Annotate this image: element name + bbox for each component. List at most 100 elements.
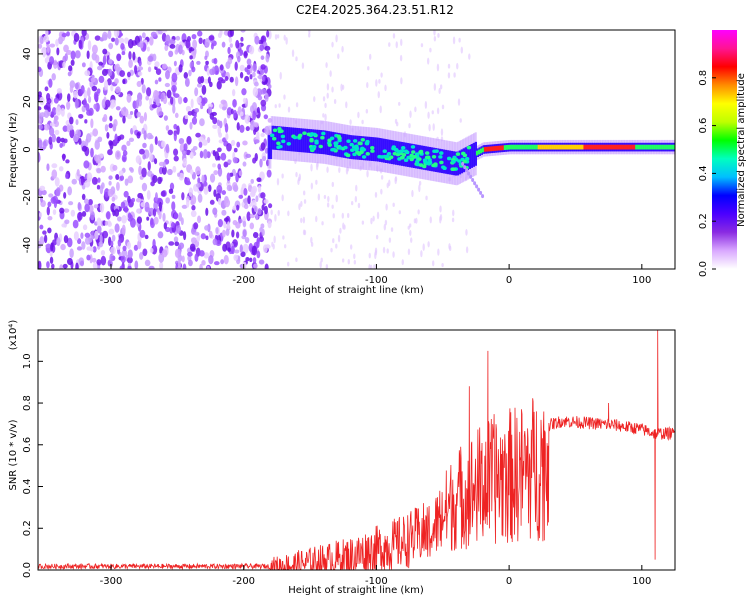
ridge-peak bbox=[466, 145, 472, 150]
noise-dot bbox=[178, 137, 185, 145]
noise-dot bbox=[139, 148, 145, 155]
faint-dot bbox=[380, 174, 384, 180]
noise-dot bbox=[146, 189, 151, 200]
noise-dot bbox=[229, 43, 233, 48]
noise-dot bbox=[69, 128, 75, 139]
ridge-band bbox=[277, 126, 280, 151]
noise-dot bbox=[197, 215, 201, 224]
ridge-core bbox=[499, 145, 503, 151]
ridge-peak bbox=[410, 145, 416, 149]
noise-dot bbox=[49, 256, 54, 264]
tail-dot bbox=[463, 165, 467, 170]
faint-dot bbox=[384, 84, 387, 92]
snr-x-tick-label: -100 bbox=[365, 576, 388, 587]
ridge-peak bbox=[269, 133, 275, 138]
faint-dot bbox=[331, 41, 334, 48]
noise-dot bbox=[46, 92, 51, 101]
faint-dot bbox=[451, 217, 455, 223]
ridge-core bbox=[493, 146, 497, 151]
noise-dot bbox=[138, 60, 142, 67]
ridge-band bbox=[432, 147, 436, 172]
ridge-core bbox=[629, 144, 632, 150]
ridge-band bbox=[347, 134, 350, 159]
faint-dot bbox=[325, 62, 328, 68]
noise-dot bbox=[162, 95, 168, 105]
noise-dot bbox=[113, 64, 119, 71]
faint-dot bbox=[424, 100, 428, 109]
ridge-core bbox=[607, 144, 610, 150]
faint-dot bbox=[417, 209, 420, 215]
noise-dot bbox=[166, 89, 172, 99]
snr-x-label: Height of straight line (km) bbox=[288, 585, 424, 596]
noise-dot bbox=[196, 182, 201, 188]
noise-dot bbox=[181, 204, 188, 209]
faint-dot bbox=[388, 42, 391, 47]
noise-dot bbox=[135, 197, 142, 203]
ridge-band bbox=[456, 151, 460, 176]
noise-dot bbox=[233, 254, 239, 261]
noise-dot bbox=[73, 231, 79, 241]
noise-dot bbox=[91, 176, 98, 185]
ridge-core bbox=[669, 144, 672, 150]
noise-dot bbox=[68, 201, 74, 206]
faint-dot bbox=[433, 83, 437, 91]
ridge-peak bbox=[292, 135, 298, 140]
noise-dot bbox=[246, 58, 252, 66]
ridge-band bbox=[468, 145, 472, 169]
ridge-peak bbox=[379, 155, 385, 159]
noise-dot bbox=[149, 36, 154, 46]
ridge-peak bbox=[276, 141, 281, 146]
faint-dot bbox=[315, 179, 318, 185]
faint-dot bbox=[335, 34, 338, 43]
noise-dot bbox=[119, 175, 125, 181]
ridge-core bbox=[667, 144, 670, 150]
noise-dot bbox=[238, 170, 243, 177]
noise-dot bbox=[206, 136, 211, 144]
noise-dot bbox=[114, 37, 119, 46]
ridge-peak bbox=[409, 157, 414, 162]
noise-dot bbox=[108, 228, 115, 235]
ridge-band bbox=[391, 140, 394, 165]
noise-dot bbox=[233, 109, 237, 119]
faint-dot bbox=[355, 184, 358, 192]
noise-dot bbox=[58, 166, 64, 172]
noise-dot bbox=[51, 163, 58, 169]
faint-dot bbox=[370, 217, 373, 225]
faint-dot bbox=[310, 182, 314, 190]
faint-dot bbox=[420, 250, 423, 258]
noise-dot bbox=[256, 177, 262, 183]
noise-dot bbox=[182, 263, 187, 269]
colorbar-ticks: 0.0 0.2 0.4 0.6 0.8 bbox=[698, 70, 716, 277]
faint-dot bbox=[295, 56, 298, 62]
ridge-core bbox=[577, 144, 580, 150]
faint-dot bbox=[300, 217, 303, 224]
faint-dot bbox=[440, 128, 444, 136]
noise-dot bbox=[229, 76, 234, 83]
noise-dot bbox=[203, 252, 210, 259]
faint-dot bbox=[310, 241, 314, 247]
faint-dot bbox=[287, 261, 290, 267]
faint-dot bbox=[329, 70, 332, 77]
ridge-band bbox=[285, 126, 288, 151]
noise-dot bbox=[96, 184, 101, 190]
noise-dot bbox=[39, 185, 46, 191]
faint-dot bbox=[353, 253, 356, 260]
noise-dot bbox=[61, 223, 67, 228]
noise-dot bbox=[94, 35, 101, 41]
noise-dot bbox=[260, 99, 267, 107]
noise-dot bbox=[100, 165, 106, 173]
noise-dot bbox=[101, 182, 105, 190]
faint-dot bbox=[365, 109, 369, 114]
ridge-core bbox=[541, 144, 544, 150]
noise-dot bbox=[142, 153, 146, 160]
noise-dot bbox=[242, 243, 249, 254]
noise-dot bbox=[69, 248, 74, 259]
noise-dot bbox=[233, 184, 239, 192]
faint-dot bbox=[335, 194, 338, 203]
noise-dot bbox=[63, 208, 70, 213]
ridge-peak bbox=[309, 132, 315, 136]
noise-dot bbox=[121, 224, 126, 235]
noise-dot bbox=[69, 116, 74, 125]
noise-dot bbox=[76, 246, 83, 251]
noise-dot bbox=[165, 197, 171, 204]
